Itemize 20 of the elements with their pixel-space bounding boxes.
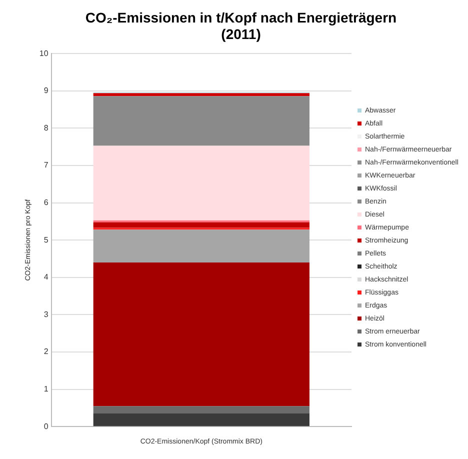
y-tick-label: 0 xyxy=(44,422,49,431)
y-tick-label: 8 xyxy=(44,123,49,132)
y-tick-label: 5 xyxy=(44,235,49,244)
bar xyxy=(93,222,310,228)
bar xyxy=(93,406,310,414)
bar xyxy=(93,230,310,262)
chart-title: CO₂-Emissionen in t/Kopf nach Energieträgern (2011) xyxy=(85,9,397,42)
y-tick-label: 1 xyxy=(44,384,49,394)
y-tick-label: 10 xyxy=(39,48,49,58)
bar xyxy=(93,96,310,146)
bar xyxy=(93,146,310,220)
y-tick-label: 6 xyxy=(44,198,49,208)
bar xyxy=(93,262,310,406)
y-tick-label: 2 xyxy=(44,347,49,356)
bar xyxy=(93,414,310,426)
y-tick-label: 4 xyxy=(44,272,49,282)
y-tick-label: 9 xyxy=(44,86,49,96)
y-tick-label: 7 xyxy=(44,160,49,170)
bar xyxy=(93,93,310,96)
y-tick-label: 3 xyxy=(44,310,49,319)
